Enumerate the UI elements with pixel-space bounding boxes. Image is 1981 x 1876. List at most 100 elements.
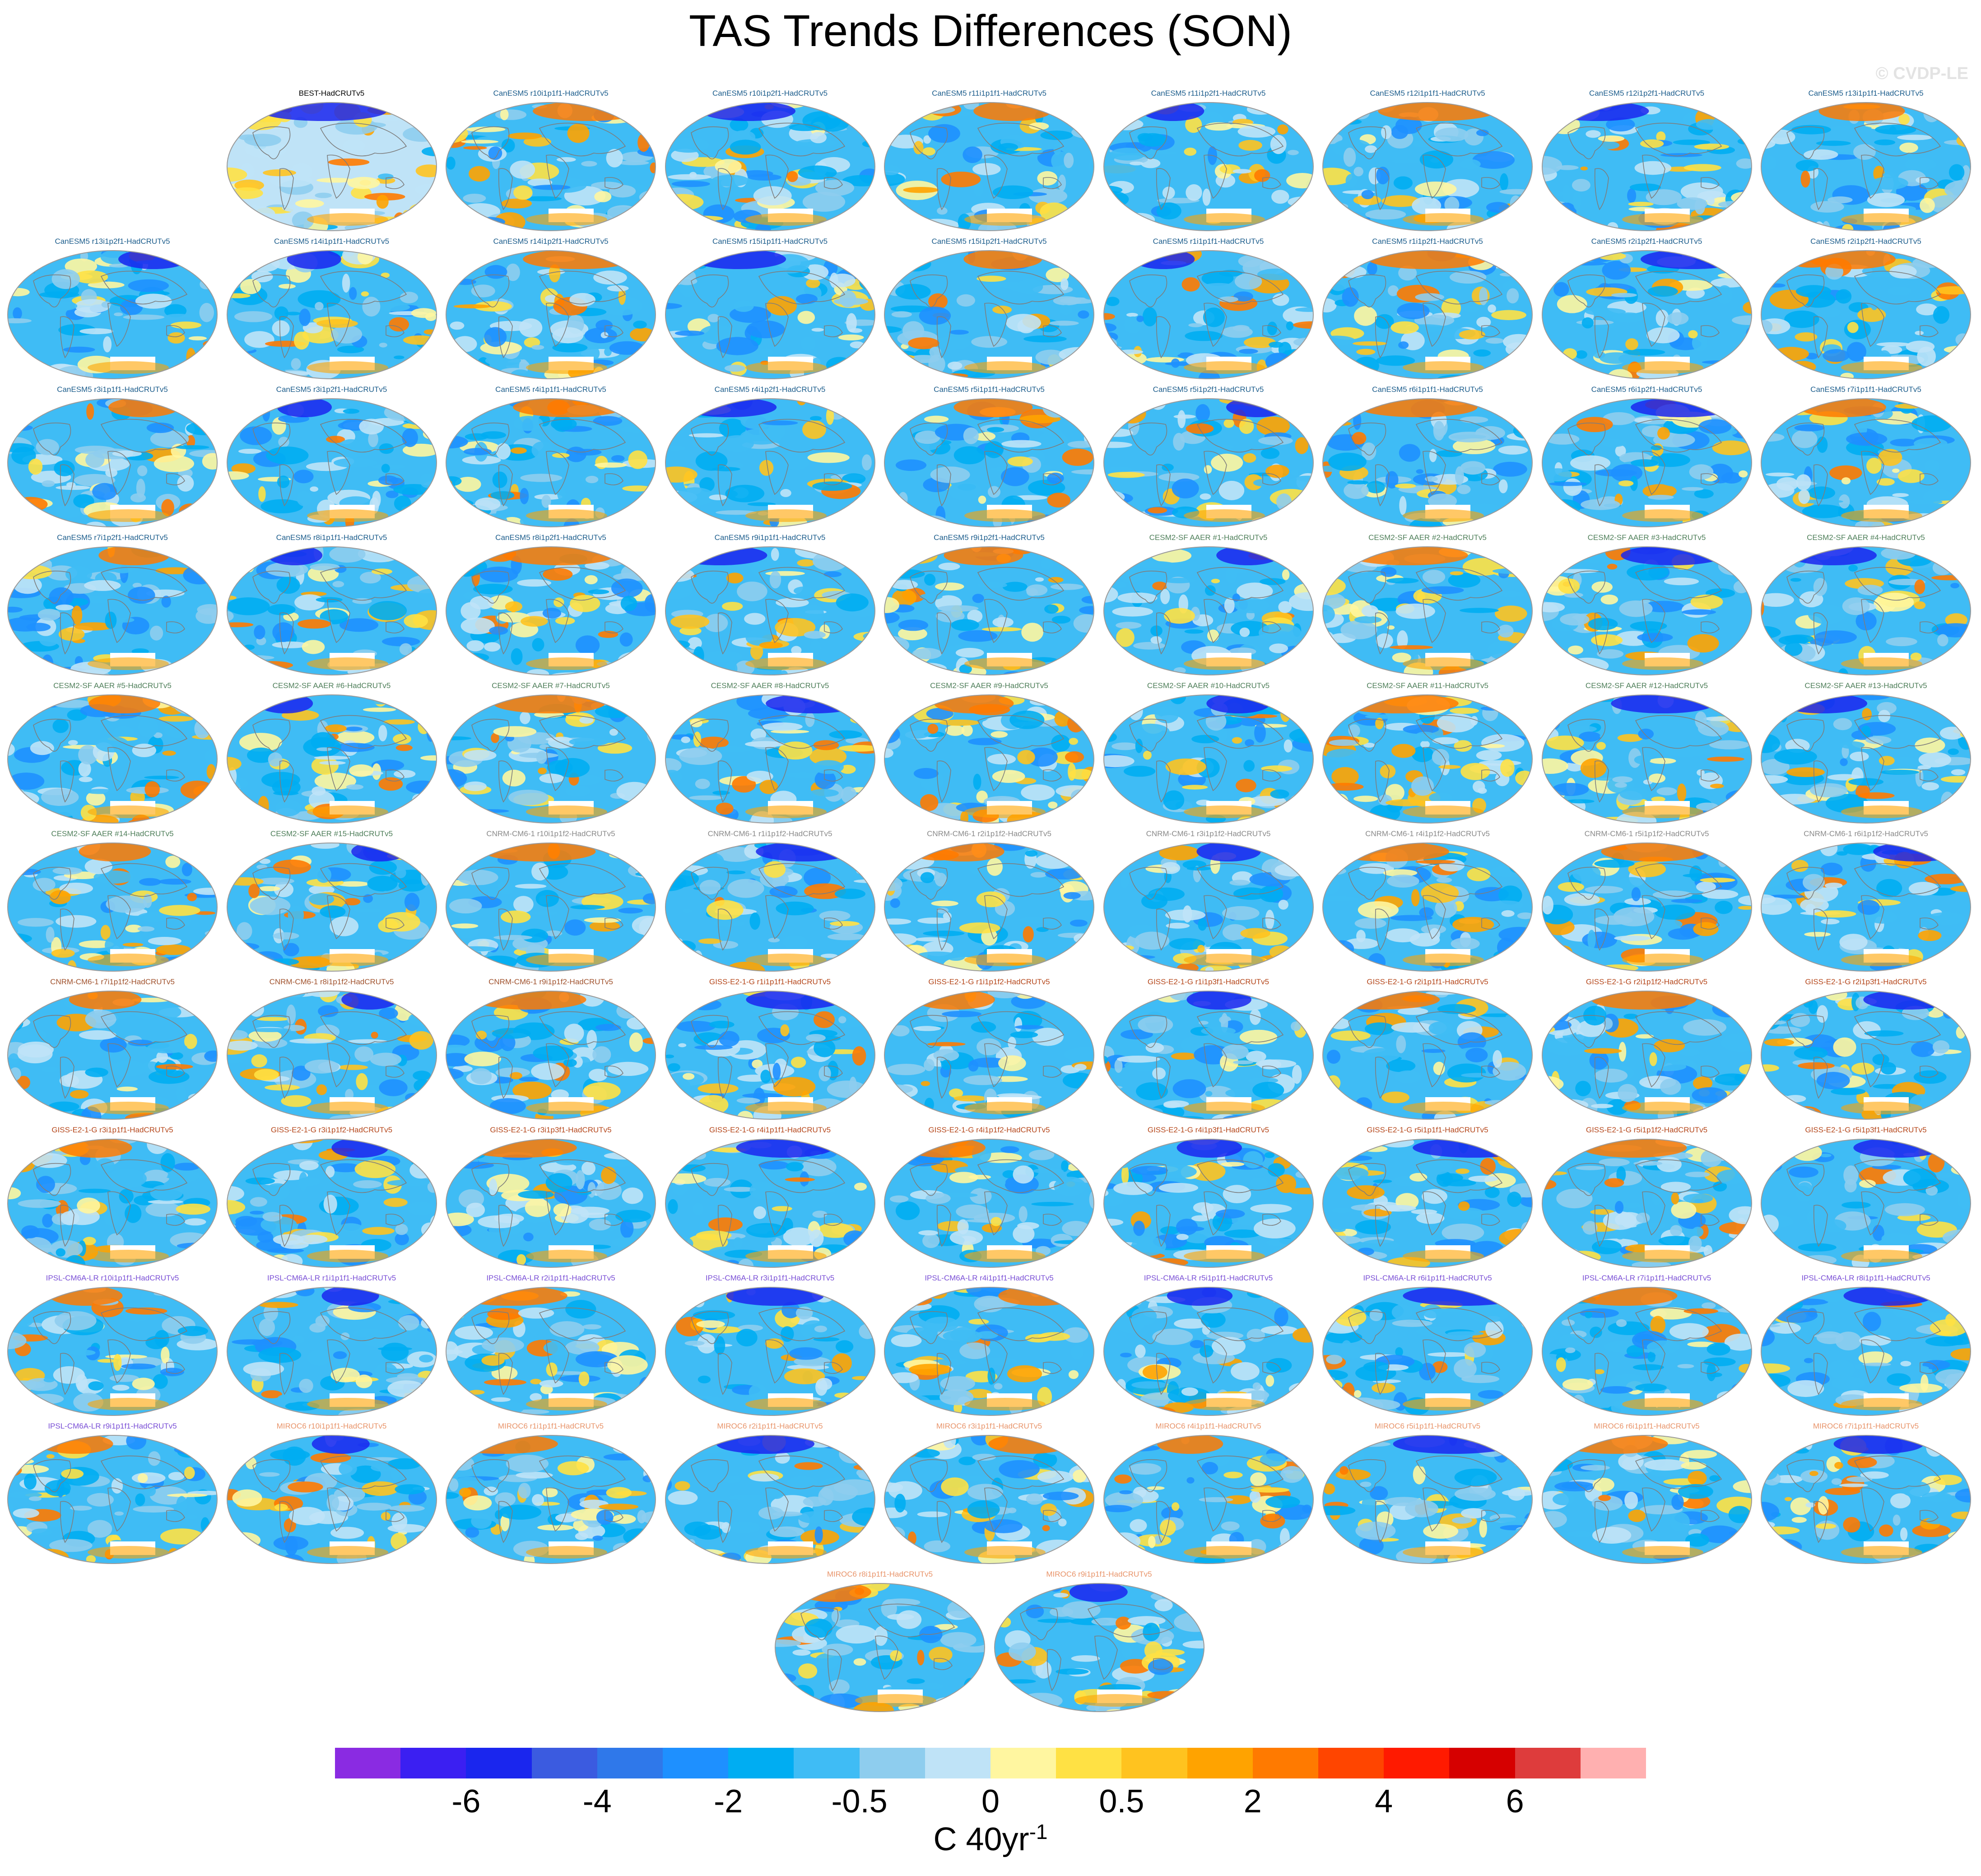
map-field-patch (1057, 251, 1066, 257)
map-field-patch (916, 219, 959, 231)
map-field-patch (1813, 578, 1828, 596)
map-field-patch (1349, 1108, 1366, 1115)
map-border (665, 398, 875, 527)
coastline (1920, 177, 1939, 189)
map-field-patch (665, 581, 693, 600)
map-field-patch (446, 959, 456, 965)
map-field-patch (570, 905, 605, 910)
map-field-patch (1204, 585, 1216, 596)
map-field-patch (1694, 711, 1707, 729)
map-field-patch (1804, 932, 1831, 937)
map-field-patch (402, 443, 437, 457)
map-field-patch (1824, 882, 1843, 889)
coastline (471, 274, 510, 307)
panel-title: CanESM5 r2i1p2f1-HadCRUTv5 (1810, 237, 1921, 246)
coastline (765, 599, 789, 643)
map-field-patch (887, 1064, 925, 1075)
map-field-patch (802, 192, 845, 212)
map-field-patch (8, 743, 15, 756)
map-field-patch (343, 409, 359, 414)
map-border (1541, 843, 1752, 972)
map-field-patch (1172, 478, 1199, 498)
map-field-patch (1103, 547, 1134, 553)
arctic-anomaly (257, 695, 313, 713)
map-field-patch (484, 265, 507, 279)
map-field-patch (1137, 1016, 1173, 1033)
map-field-patch (349, 287, 357, 300)
map-field-patch (1294, 1005, 1313, 1024)
map-field-patch (1543, 468, 1572, 482)
map-panel: CanESM5 r2i1p2f1-HadCRUTv5 (1760, 237, 1972, 381)
map-field-patch (1328, 661, 1363, 674)
map-field-patch (1051, 615, 1071, 624)
map-field-patch (353, 908, 382, 912)
coastline (717, 612, 732, 655)
arctic-anomaly (1338, 695, 1459, 713)
map-field-patch (1280, 702, 1291, 722)
arctic-anomaly (1328, 843, 1449, 861)
map-field-patch (933, 1049, 959, 1061)
map-field-patch (1236, 968, 1260, 971)
map-field-patch (1542, 895, 1553, 915)
map-field-patch (921, 1081, 930, 1086)
map-field-patch (1628, 861, 1666, 877)
map-field-patch (101, 301, 111, 308)
arctic-anomaly (671, 547, 767, 565)
map-field-patch (724, 364, 745, 372)
map-field-patch (973, 432, 996, 441)
map-field-patch (345, 726, 363, 731)
map-field-patch (1689, 865, 1702, 882)
map-field-patch (228, 939, 242, 950)
map-field-patch (1103, 220, 1135, 231)
map-field-patch (8, 843, 23, 860)
map-panel: CanESM5 r2i1p2f1-HadCRUTv5 (1541, 237, 1753, 381)
map-field-patch (1265, 353, 1292, 371)
map-field-patch (682, 908, 692, 913)
map-field-patch (1510, 195, 1522, 213)
map-field-patch (308, 893, 334, 905)
map-field-patch (1233, 291, 1253, 302)
map-field-patch (915, 430, 940, 444)
coastline (1854, 863, 1941, 897)
map-field-patch (336, 881, 369, 887)
map-field-patch (132, 744, 156, 757)
map-field-patch (1137, 819, 1176, 823)
southern-ocean-anomaly (1403, 657, 1484, 670)
map-panel: CNRM-CM6-1 r3i1p1f2-HadCRUTv5 (1102, 829, 1315, 973)
map-field-patch (520, 488, 529, 504)
map-field-patch (936, 907, 949, 914)
map-field-patch (469, 166, 490, 182)
map-field-patch (1840, 758, 1848, 766)
map-border (226, 843, 437, 972)
coastline (1203, 1043, 1227, 1088)
map-field-patch (1304, 643, 1313, 653)
map-field-patch (1640, 139, 1664, 148)
figure-title: TAS Trends Differences (SON) (688, 6, 1293, 56)
map-field-patch (1282, 569, 1289, 580)
arctic-anomaly (88, 695, 161, 713)
map-field-patch (1646, 189, 1682, 205)
map-field-patch (674, 940, 696, 953)
map-field-patch (924, 1059, 935, 1071)
map-field-patch (1925, 874, 1967, 884)
map-field-patch (852, 1046, 866, 1066)
map-panel: CanESM5 r7i1p2f1-HadCRUTv5 (6, 533, 219, 677)
map-field-patch (1063, 892, 1081, 899)
map-field-patch (401, 953, 421, 967)
map-field-patch (1355, 672, 1374, 675)
arctic-anomaly (1779, 695, 1867, 713)
map-field-patch (1948, 748, 1959, 755)
map-field-patch (510, 160, 535, 179)
map-field-patch (326, 436, 345, 443)
coastline (1196, 270, 1283, 305)
map-field-patch (1948, 843, 1971, 851)
map-field-patch (1576, 417, 1613, 433)
map-field-patch (344, 898, 360, 906)
map-field-patch (1791, 125, 1831, 135)
map-field-patch (959, 922, 1000, 934)
map-field-patch (147, 1042, 187, 1053)
map-field-patch (805, 279, 820, 288)
map-field-patch (153, 732, 163, 738)
coastline (385, 325, 405, 337)
coastline (1635, 567, 1722, 601)
